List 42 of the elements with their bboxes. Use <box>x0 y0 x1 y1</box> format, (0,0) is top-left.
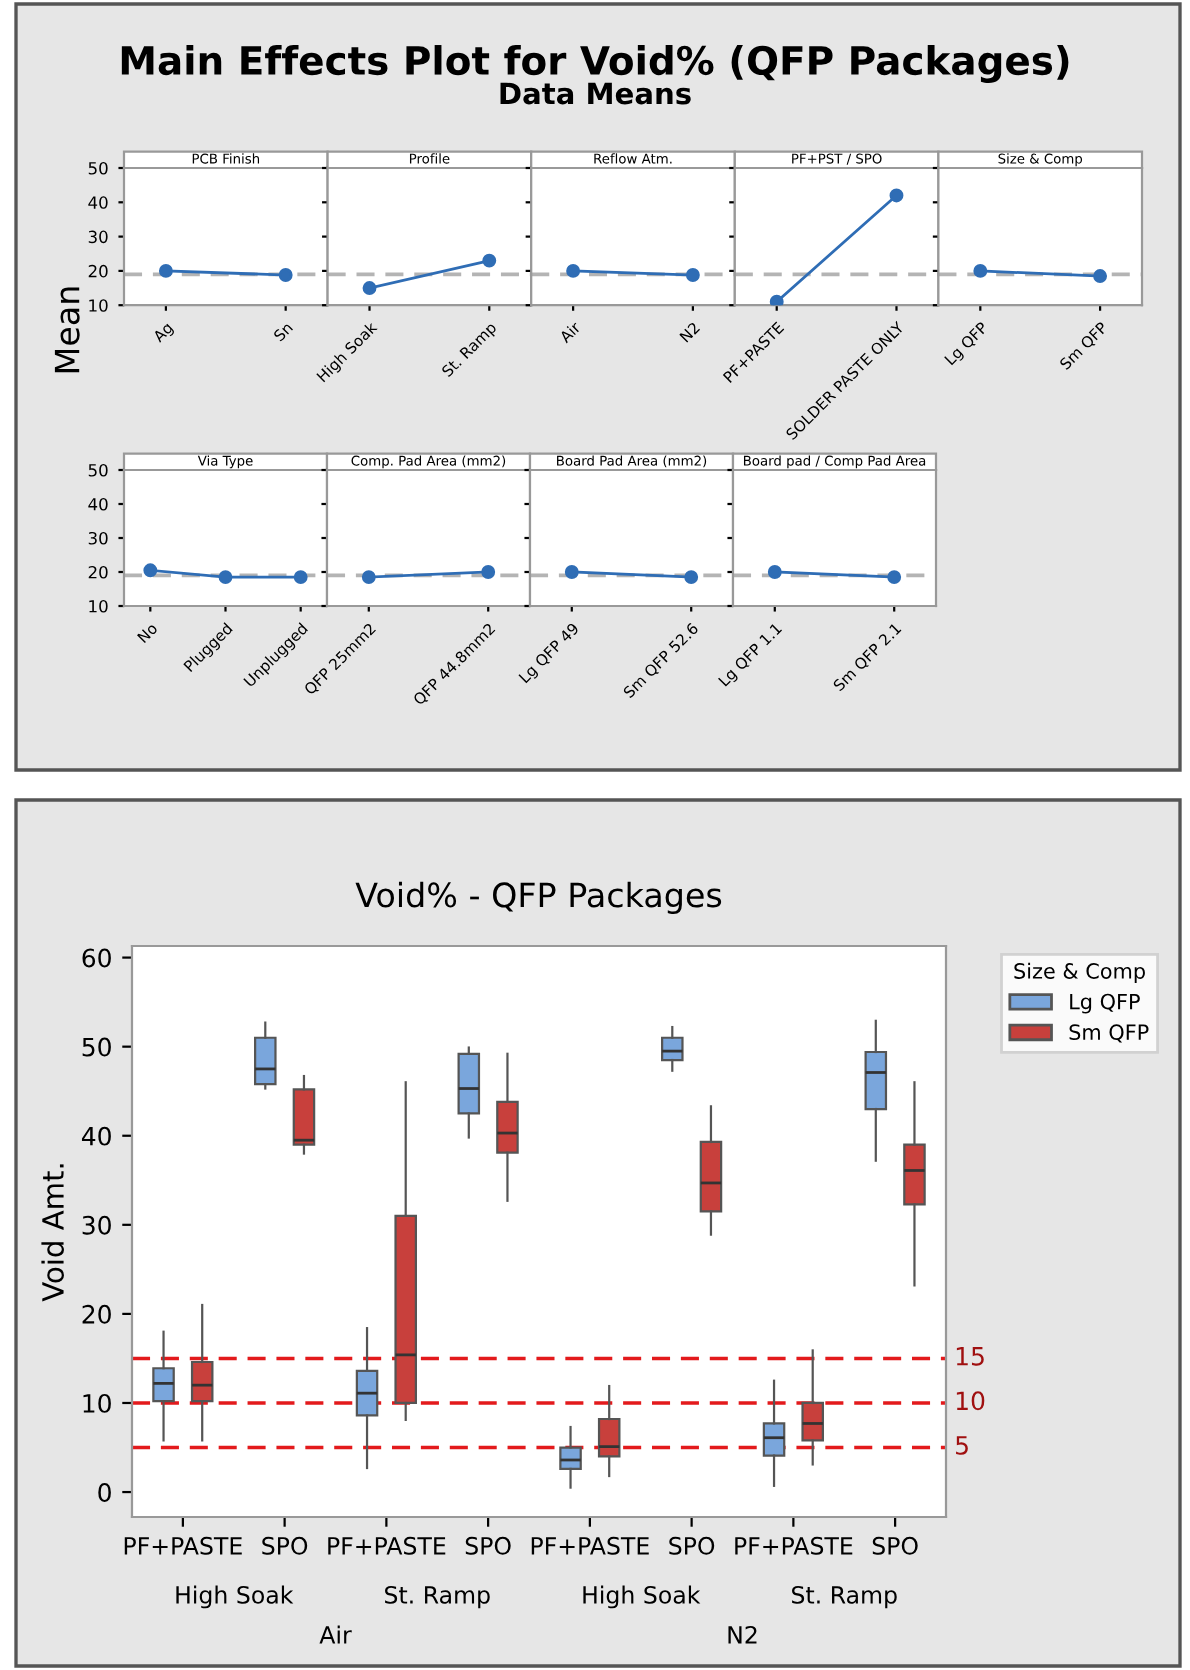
x-tick-label: SPO <box>872 1536 918 1555</box>
text: St. Ramp <box>385 1585 490 1609</box>
y-tick-label: 50 <box>82 1037 111 1057</box>
chart-title: Void% - QFP Packages <box>355 881 722 915</box>
x-tick-label: SPO <box>262 1536 308 1555</box>
ref-line-label: 10 <box>956 1391 985 1411</box>
x-tick-label: SPO <box>669 1536 715 1555</box>
y-tick-label: 30 <box>88 230 108 244</box>
ref-line-label: 5 <box>956 1436 968 1455</box>
y-tick-label: 50 <box>88 463 108 477</box>
text: St. Ramp <box>792 1585 897 1609</box>
legend-label: Lg QFP <box>1070 993 1140 1014</box>
y-tick-label: 40 <box>88 196 108 209</box>
x-tick-label: SPO <box>465 1536 511 1555</box>
x-tick-label: PF+PASTE <box>531 1536 649 1555</box>
y-tick-label: 10 <box>83 1393 111 1413</box>
y-tick-label: 30 <box>82 1215 111 1235</box>
text: Air <box>319 1625 352 1644</box>
y-tick-label: 10 <box>89 599 108 613</box>
y-tick-label: 20 <box>88 264 108 278</box>
y-tick-label: 60 <box>82 948 111 968</box>
text: High Soak <box>176 1585 294 1609</box>
y-tick-label: 20 <box>82 1304 111 1324</box>
x-tick-label: PF+PASTE <box>328 1536 446 1555</box>
text: N2 <box>728 1625 757 1644</box>
text: Mean <box>54 287 80 373</box>
text: High Soak <box>583 1585 701 1609</box>
y-tick-label: 0 <box>98 1483 111 1502</box>
x-tick-label: PF+PASTE <box>124 1536 242 1555</box>
text: Main Effects Plot for Void% (QFP Packages) <box>121 45 1069 83</box>
y-tick-label: 40 <box>81 1126 111 1146</box>
legend-title: Size & Comp <box>1014 962 1145 983</box>
y-tick-label: 40 <box>88 497 108 511</box>
y-tick-label: 50 <box>88 161 108 175</box>
legend-label: Sm QFP <box>1069 1024 1149 1043</box>
y-tick-label: 10 <box>89 299 108 312</box>
ref-line-label: 15 <box>956 1347 984 1366</box>
y-axis-title: Void Amt. <box>41 1164 64 1302</box>
text: Data Means <box>500 82 691 105</box>
y-tick-label: 30 <box>88 531 108 545</box>
y-tick-label: 20 <box>88 565 108 579</box>
x-tick-label: PF+PASTE <box>735 1536 853 1555</box>
